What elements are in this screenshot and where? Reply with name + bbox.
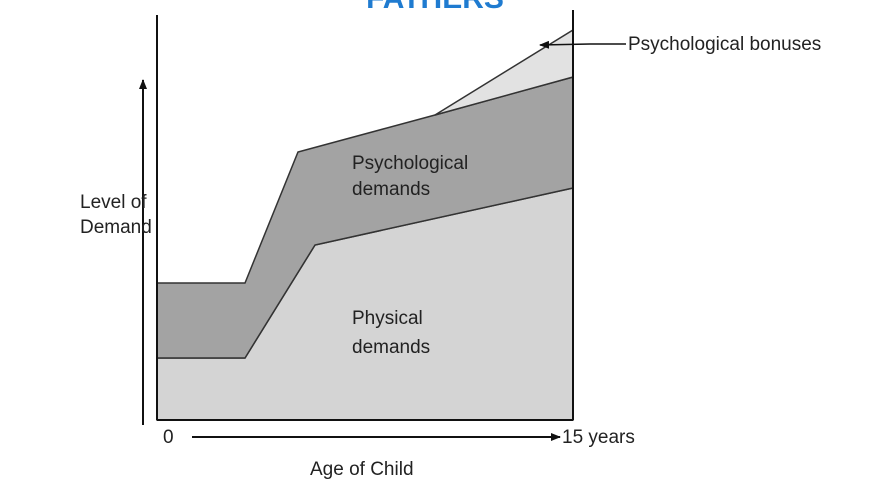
physical-label: Physical — [352, 308, 423, 329]
callout-arrow — [539, 40, 626, 49]
bonuses-label: Psychological bonuses — [628, 34, 821, 55]
x-axis-label: Age of Child — [310, 459, 414, 480]
title: FATHERS — [366, 0, 504, 15]
physical-label: demands — [352, 337, 430, 358]
psychological-label: demands — [352, 179, 430, 200]
x-start: 0 — [163, 427, 174, 448]
x-end: 15 years — [562, 427, 635, 448]
y-axis-label: Demand — [80, 217, 152, 238]
y-axis-label: Level of — [80, 192, 147, 213]
psychological-label: Psychological — [352, 153, 468, 174]
